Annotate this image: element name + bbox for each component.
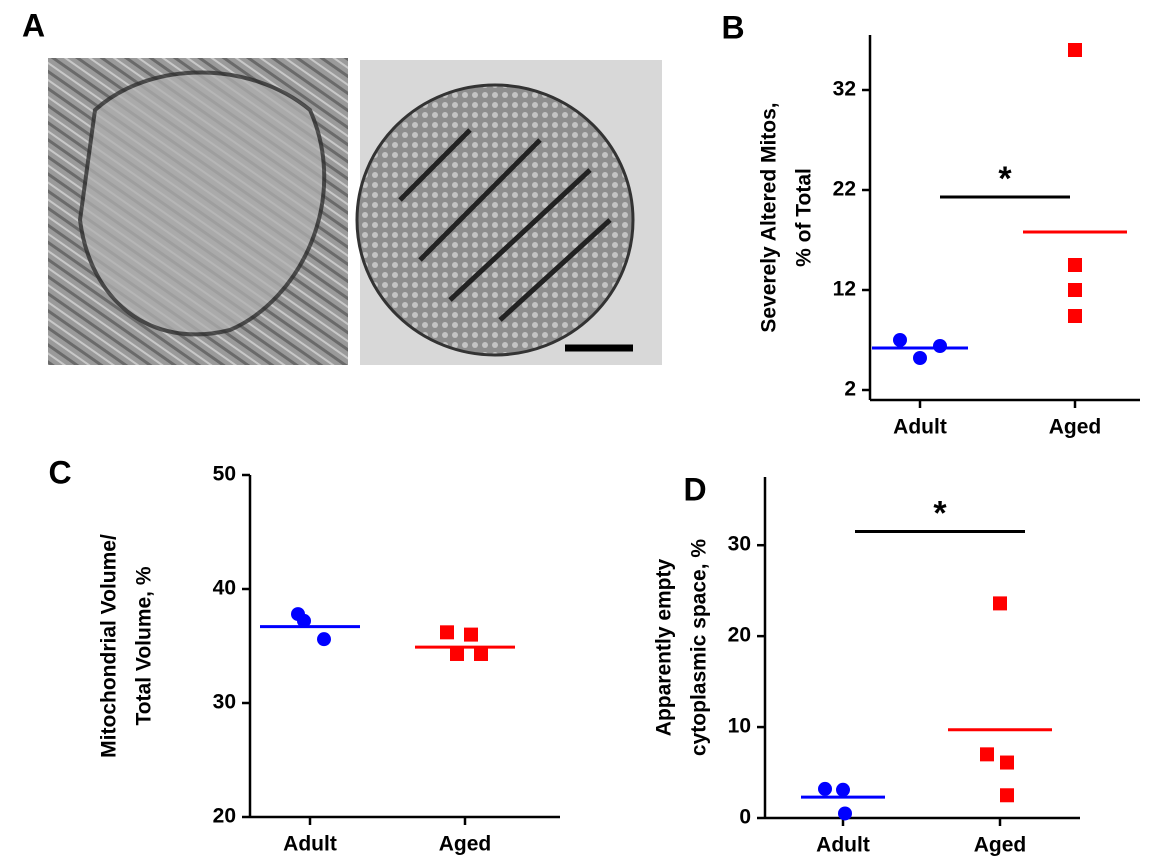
point	[317, 632, 331, 647]
y-axis-label: cytoplasmic space, %	[688, 539, 711, 756]
point	[1068, 309, 1082, 323]
y-tick-label: 22	[833, 178, 856, 201]
y-axis-label: Total Volume, %	[133, 566, 156, 725]
y-tick-label: 50	[213, 463, 236, 486]
y-axis-label: % of Total	[793, 168, 816, 267]
point	[1068, 43, 1082, 57]
x-tick-label: Adult	[283, 833, 337, 856]
point	[980, 747, 994, 762]
micrograph-adult	[48, 58, 348, 365]
point	[838, 806, 852, 821]
y-axis-label: Apparently empty	[653, 558, 676, 736]
y-tick-label: 12	[833, 278, 856, 301]
point	[993, 596, 1007, 611]
micrograph-aged	[355, 60, 662, 365]
point	[913, 351, 927, 365]
point	[1068, 258, 1082, 272]
y-tick-label: 2	[844, 378, 856, 401]
panel-label: D	[683, 471, 706, 507]
y-axis-label: Severely Altered Mitos,	[758, 102, 781, 332]
y-tick-label: 0	[739, 806, 751, 829]
panel-label: B	[721, 9, 744, 45]
x-tick-label: Aged	[439, 833, 492, 856]
point	[893, 333, 907, 347]
y-tick-label: 10	[728, 715, 751, 738]
point	[297, 613, 311, 628]
x-tick-label: Aged	[1049, 416, 1102, 439]
point	[1000, 755, 1014, 770]
x-tick-label: Aged	[974, 834, 1027, 857]
point	[836, 782, 850, 797]
point	[1068, 283, 1082, 297]
point	[440, 625, 454, 640]
x-tick-label: Adult	[816, 834, 870, 857]
point	[474, 646, 488, 661]
y-tick-label: 20	[728, 624, 751, 647]
x-tick-label: Adult	[893, 416, 947, 439]
point	[1000, 788, 1014, 803]
y-tick-label: 32	[833, 78, 856, 101]
point	[818, 781, 832, 796]
y-axis-label: Mitochondrial Volume/	[98, 534, 121, 758]
significance-label: *	[998, 160, 1012, 198]
y-tick-label: 40	[213, 577, 236, 600]
point	[464, 627, 478, 642]
y-tick-label: 20	[213, 805, 236, 828]
y-tick-label: 30	[213, 691, 236, 714]
point	[933, 339, 947, 353]
significance-label: *	[933, 495, 947, 533]
panel-label: C	[48, 454, 71, 490]
panel-label: A	[22, 7, 45, 43]
y-tick-label: 30	[728, 533, 751, 556]
point	[450, 646, 464, 661]
